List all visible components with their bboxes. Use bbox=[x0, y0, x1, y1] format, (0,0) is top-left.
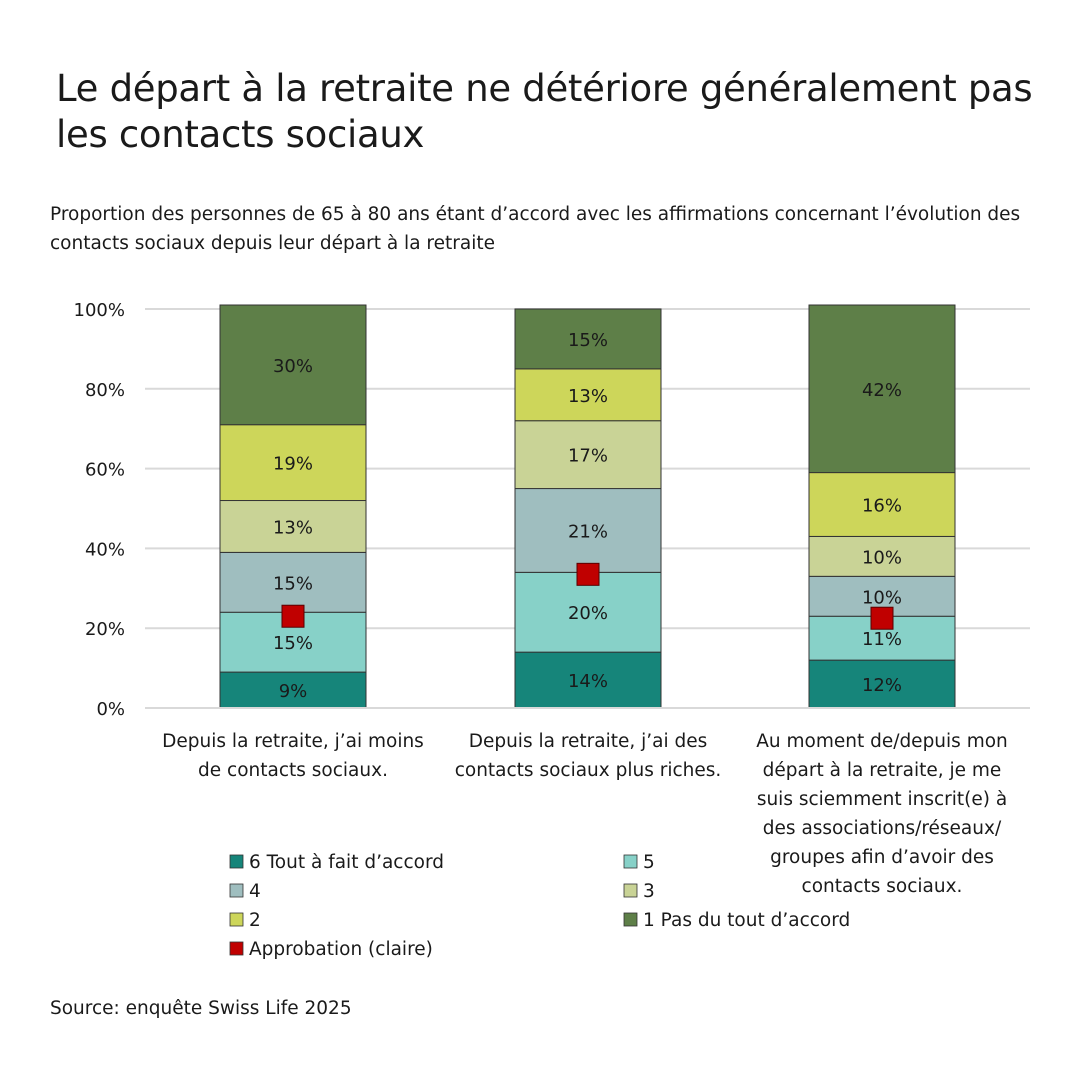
legend-swatch bbox=[623, 854, 638, 869]
legend-item: 6 Tout à fait d’accord bbox=[229, 852, 444, 873]
legend-swatch bbox=[229, 883, 244, 898]
data-label: 14% bbox=[568, 671, 608, 692]
legend-swatch bbox=[623, 912, 638, 927]
legend-swatch bbox=[229, 912, 244, 927]
source-note: Source: enquête Swiss Life 2025 bbox=[50, 998, 352, 1019]
legend-item: 1 Pas du tout d’accord bbox=[623, 910, 850, 931]
legend-label: Approbation (claire) bbox=[249, 939, 433, 960]
approbation-marker bbox=[870, 606, 894, 630]
data-label: 10% bbox=[862, 587, 902, 608]
y-tick-label: 80% bbox=[85, 380, 125, 401]
data-label: 15% bbox=[273, 633, 313, 654]
data-label: 17% bbox=[568, 446, 608, 467]
legend-swatch bbox=[229, 854, 244, 869]
legend-item: 4 bbox=[229, 881, 261, 902]
legend-label: 4 bbox=[249, 881, 261, 902]
bar-segment bbox=[219, 424, 367, 502]
legend-swatch bbox=[623, 883, 638, 898]
legend-label: 6 Tout à fait d’accord bbox=[249, 852, 444, 873]
data-label: 12% bbox=[862, 675, 902, 696]
legend-item: 2 bbox=[229, 910, 261, 931]
legend-item: 5 bbox=[623, 852, 655, 873]
category-label: Au moment de/depuis mon départ à la retra… bbox=[756, 731, 1008, 897]
y-tick-label: 20% bbox=[85, 619, 125, 640]
legend-label: 3 bbox=[643, 881, 655, 902]
data-label: 13% bbox=[273, 517, 313, 538]
y-tick-label: 0% bbox=[96, 699, 125, 720]
data-label: 30% bbox=[273, 356, 313, 377]
chart-subtitle: Proportion des personnes de 65 à 80 ans … bbox=[50, 204, 1021, 254]
legend-swatch bbox=[229, 941, 244, 956]
legend-item: 3 bbox=[623, 881, 655, 902]
data-label: 42% bbox=[862, 380, 902, 401]
chart-title: Le départ à la retraite ne détériore gén… bbox=[56, 67, 1033, 156]
legend-item: Approbation (claire) bbox=[229, 939, 433, 960]
bar-segment bbox=[808, 535, 956, 577]
data-label: 15% bbox=[273, 573, 313, 594]
data-label: 10% bbox=[862, 547, 902, 568]
bar-segment bbox=[808, 659, 956, 709]
y-tick-label: 100% bbox=[74, 300, 125, 321]
data-label: 11% bbox=[862, 629, 902, 650]
data-label: 21% bbox=[568, 521, 608, 542]
bar-segment bbox=[219, 304, 367, 426]
data-label: 19% bbox=[273, 454, 313, 475]
y-tick-label: 60% bbox=[85, 460, 125, 481]
data-label: 15% bbox=[568, 330, 608, 351]
approbation-marker bbox=[576, 562, 600, 586]
data-label: 9% bbox=[279, 681, 308, 702]
bar-segment bbox=[514, 308, 662, 370]
bar-segment bbox=[219, 551, 367, 613]
legend-label: 2 bbox=[249, 910, 261, 931]
bar-segment bbox=[808, 472, 956, 537]
data-label: 13% bbox=[568, 386, 608, 407]
stacked-bar-chart: 9%15%15%13%19%30%14%20%21%17%13%15%12%11… bbox=[74, 300, 1030, 960]
legend-label: 5 bbox=[643, 852, 655, 873]
bar-segment bbox=[514, 368, 662, 422]
bar-segment bbox=[808, 304, 956, 474]
y-tick-label: 40% bbox=[85, 539, 125, 560]
category-label: Depuis la retraite, j’ai des contacts soc… bbox=[455, 731, 722, 781]
approbation-marker bbox=[281, 604, 305, 628]
data-label: 16% bbox=[862, 496, 902, 517]
bar-segment bbox=[514, 651, 662, 709]
data-label: 20% bbox=[568, 603, 608, 624]
category-label: Depuis la retraite, j’ai moins de contact… bbox=[162, 731, 424, 781]
bar-segment bbox=[514, 420, 662, 490]
legend-label: 1 Pas du tout d’accord bbox=[643, 910, 850, 931]
